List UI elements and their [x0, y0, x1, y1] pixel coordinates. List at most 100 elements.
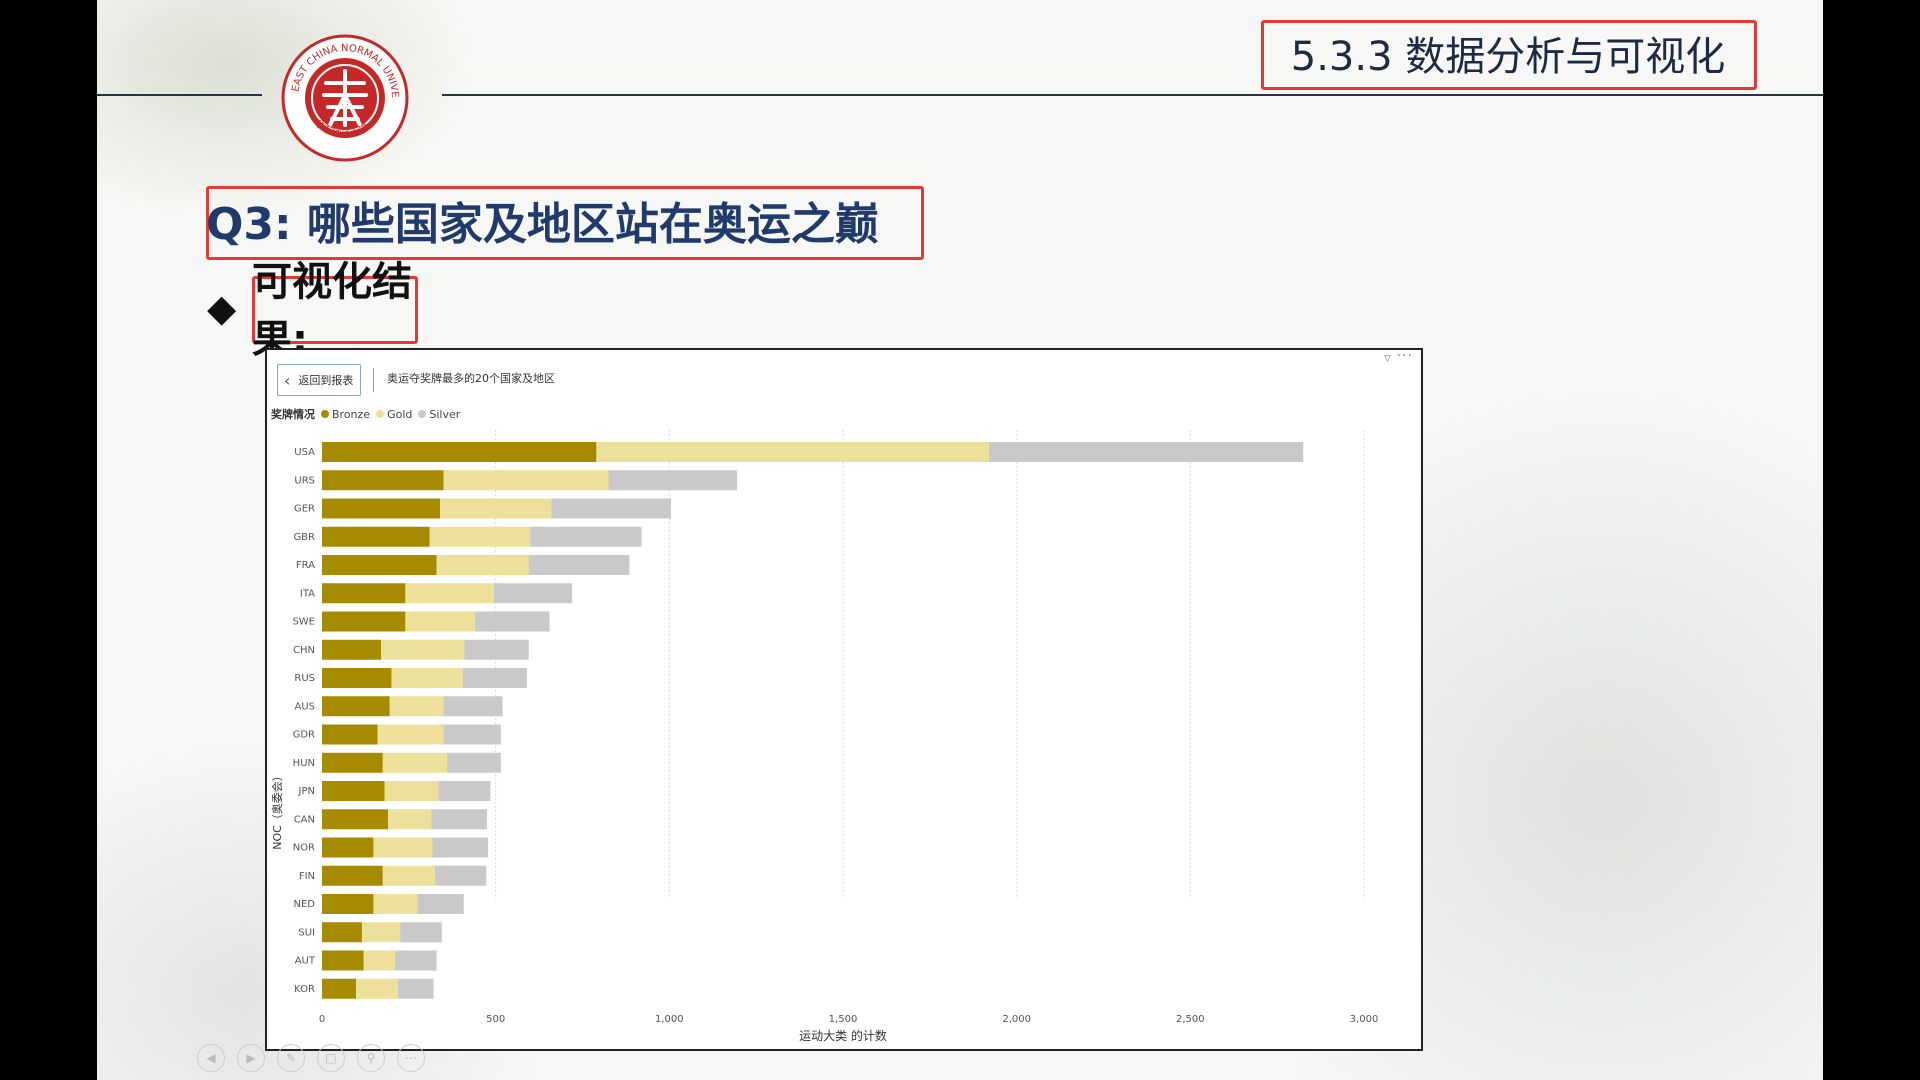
question-title: Q3: 哪些国家及地区站在奥运之巅 [206, 199, 879, 250]
bar-sui-gold [361, 922, 401, 943]
slides-grid-icon[interactable]: □ [317, 1044, 345, 1072]
legend-item-silver[interactable]: Silver [418, 408, 460, 421]
bar-rus-gold [391, 668, 463, 688]
pen-icon[interactable]: ✎ [277, 1044, 305, 1072]
zoom-icon[interactable]: ⚲ [357, 1044, 385, 1072]
bar-ned-gold [373, 894, 418, 914]
bar-urs-gold [443, 470, 609, 491]
y-tick-label: GBR [293, 532, 315, 543]
legend-swatch [321, 410, 329, 418]
report-title: 奥运夺奖牌最多的20个国家及地区 [387, 372, 555, 385]
bar-can-silver [431, 809, 487, 830]
bar-usa-gold [596, 442, 989, 462]
more-icon[interactable]: ··· [1396, 348, 1413, 364]
bar-ned-silver [417, 894, 464, 914]
slide: EAST CHINA NORMAL UNIVERSITY 华东师范大学 5.3.… [97, 0, 1823, 1080]
y-tick-label: HUN [293, 758, 315, 769]
slideshow-controls: ◀ ▶ ✎ □ ⚲ ⋯ [197, 1044, 437, 1072]
x-tick-label: 2,500 [1176, 1014, 1205, 1025]
bar-fin-silver [434, 865, 487, 886]
bar-fra-bronze [322, 555, 437, 575]
bar-kor-silver [397, 978, 434, 999]
bar-jpn-gold [384, 781, 439, 801]
bar-jpn-silver [438, 781, 491, 801]
bar-usa-silver [988, 442, 1304, 462]
bar-gbr-bronze [322, 526, 430, 547]
bar-hun-gold [382, 752, 448, 773]
back-to-report-button[interactable]: ‹ 返回到报表 [277, 364, 361, 396]
bar-fin-bronze [322, 865, 383, 886]
bar-gdr-gold [377, 724, 444, 745]
bar-ita-bronze [322, 583, 406, 604]
bar-chn-bronze [322, 639, 382, 660]
bar-aus-gold [389, 696, 444, 717]
chevron-left-icon: ‹ [284, 370, 291, 390]
chart-legend: 奖牌情况 Bronze Gold Silver [271, 406, 466, 422]
bar-aut-silver [394, 950, 437, 971]
bar-gbr-silver [530, 526, 642, 547]
y-tick-label: NED [294, 899, 316, 910]
bar-jpn-bronze [322, 781, 385, 801]
bar-rus-bronze [322, 668, 392, 688]
legend-item-gold[interactable]: Gold [376, 408, 412, 421]
x-axis-title: 运动大类 的计数 [799, 1028, 887, 1043]
section-title-highlight [1261, 20, 1757, 90]
x-tick-label: 1,000 [655, 1014, 684, 1025]
y-tick-label: CHN [293, 645, 315, 656]
y-axis-title: NOC（奥委会） [270, 770, 284, 850]
x-tick-label: 0 [319, 1014, 325, 1025]
bar-sui-silver [400, 922, 442, 943]
subtitle-highlight [252, 276, 418, 344]
bar-nor-bronze [322, 837, 374, 858]
bar-aus-silver [443, 696, 503, 717]
y-tick-label: JPN [298, 786, 315, 797]
bar-hun-bronze [322, 752, 383, 773]
x-tick-label: 500 [486, 1014, 505, 1025]
legend-swatch [376, 410, 385, 418]
y-tick-label: AUT [295, 956, 316, 967]
y-tick-label: SUI [298, 927, 315, 938]
prev-slide-icon[interactable]: ◀ [197, 1044, 225, 1072]
bar-swe-gold [405, 611, 475, 632]
next-slide-icon[interactable]: ▶ [237, 1044, 265, 1072]
bar-urs-bronze [322, 470, 444, 491]
bar-hun-silver [447, 752, 501, 773]
legend-swatch [418, 410, 427, 418]
legend-item-bronze[interactable]: Bronze [321, 408, 370, 421]
x-tick-label: 1,500 [829, 1014, 858, 1025]
report-panel: ‹ 返回到报表 奥运夺奖牌最多的20个国家及地区 ▿ ··· 奖牌情况 Bron… [265, 348, 1423, 1051]
medal-bar-chart: 0 500 1,000 1,500 2,000 2,500 3,000 USA URS GER GB… [270, 430, 1378, 1043]
menu-icon[interactable]: ⋯ [397, 1044, 425, 1072]
y-tick-label: CAN [294, 814, 315, 825]
legend-title: 奖牌情况 [271, 408, 315, 421]
bar-swe-bronze [322, 611, 406, 632]
header-rule-left [97, 94, 262, 96]
bar-urs-silver [608, 470, 738, 491]
bar-can-bronze [322, 809, 388, 830]
toolbar-divider [373, 368, 374, 392]
bar-ita-gold [405, 583, 494, 604]
bar-aus-bronze [322, 696, 390, 717]
back-to-report-label: 返回到报表 [298, 374, 354, 387]
y-tick-label: AUS [294, 701, 315, 712]
y-tick-label: ITA [300, 588, 315, 599]
bar-aut-gold [363, 950, 395, 971]
bar-sui-bronze [322, 922, 362, 943]
bar-ita-silver [493, 583, 573, 604]
bar-nor-silver [432, 837, 489, 858]
bar-fin-gold [382, 865, 435, 886]
bar-gbr-gold [429, 526, 531, 547]
y-tick-label: KOR [294, 984, 315, 995]
y-tick-label: SWE [292, 617, 315, 628]
bar-fra-silver [528, 555, 630, 575]
bar-gdr-silver [443, 724, 501, 745]
subtitle: 可视化结果: [252, 259, 412, 363]
bar-ned-bronze [322, 894, 374, 914]
y-tick-label: URS [294, 475, 315, 486]
question-title-highlight [206, 186, 924, 260]
university-logo: EAST CHINA NORMAL UNIVERSITY 华东师范大学 [280, 33, 409, 162]
bar-swe-silver [474, 611, 550, 632]
bar-kor-bronze [322, 978, 357, 999]
bar-aut-bronze [322, 950, 364, 971]
filter-icon[interactable]: ▿ [1383, 350, 1391, 366]
